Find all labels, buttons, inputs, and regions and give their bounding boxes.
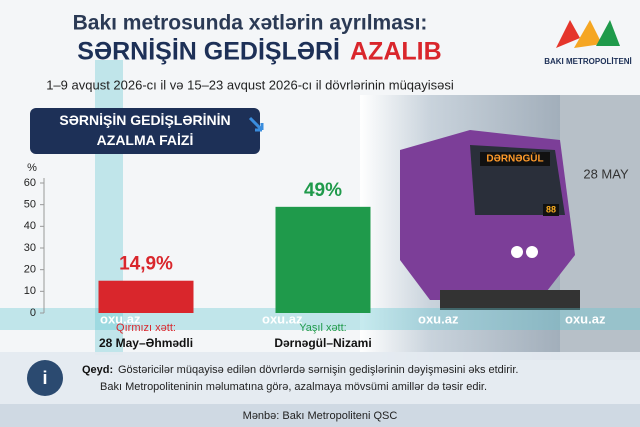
- y-tick-label: 50: [24, 199, 36, 211]
- watermark: oxu.az: [100, 311, 141, 326]
- note-box: [0, 352, 640, 404]
- category-route: Dərnəgül–Nizami: [274, 336, 371, 350]
- note-line: Göstəricilər müqayisə edilən dövrlərdə s…: [118, 364, 518, 376]
- subtitle: 1–9 avqust 2026-cı il və 15–23 avqust 20…: [46, 77, 454, 92]
- y-tick-label: 30: [24, 242, 36, 254]
- info-icon: [27, 360, 63, 396]
- y-tick-label: 40: [24, 220, 36, 232]
- chart-heading-box: [30, 108, 260, 154]
- value-label: 49%: [304, 180, 342, 201]
- y-tick-label: 20: [24, 264, 36, 276]
- bar: [98, 280, 194, 313]
- train-number: 88: [546, 204, 556, 214]
- title-highlight: SƏRNİŞİN GEDİŞLƏRİ: [77, 38, 340, 66]
- chart-heading-wrap: SƏRNİŞİN GEDİŞLƏRİNİN AZALMA FAİZİ: [59, 112, 231, 148]
- chart-heading: SƏRNİŞİN GEDİŞLƏRİNİN AZALMA FAİZİ: [59, 112, 231, 148]
- note-label: Qeyd:: [82, 364, 113, 376]
- y-tick-label: 0: [30, 307, 36, 319]
- station-sign: 28 MAY: [583, 166, 629, 181]
- watermark: oxu.az: [262, 311, 303, 326]
- source: Mənbə: Bakı Metropoliteni QSC: [243, 410, 398, 422]
- category-label: Yaşıl xətt:: [299, 322, 346, 334]
- y-tick-label: 60: [24, 177, 36, 189]
- value-label: 14,9%: [119, 254, 173, 275]
- y-tick-label: 10: [24, 285, 36, 297]
- info-glyph: i: [42, 368, 47, 388]
- y-unit: %: [27, 162, 37, 174]
- bar: [275, 206, 371, 313]
- title: Bakı metrosunda xətlərin ayrılması:: [73, 12, 428, 35]
- watermark: oxu.az: [565, 311, 606, 326]
- logo-text: BAKI METROPOLİTENİ: [544, 57, 632, 66]
- source-bar: [0, 404, 640, 427]
- title-accent: AZALIB: [350, 38, 442, 66]
- metro-photo: DƏRNƏGÜL 88 28 MAY: [360, 95, 640, 360]
- category-label: Qırmızı xətt:: [116, 322, 176, 334]
- category-route: 28 May–Əhmədli: [99, 336, 193, 350]
- watermark-band: [0, 308, 640, 330]
- down-arrow: [248, 116, 264, 132]
- note-line: Bakı Metropoliteninin məlumatına görə, a…: [100, 381, 487, 393]
- watermark: oxu.az: [418, 311, 459, 326]
- logo: BAKI METROPOLİTENİ: [544, 20, 632, 66]
- train-sign: DƏRNƏGÜL: [486, 152, 543, 165]
- plot: 0 10 20 30 40 50 60 14,9% Qırmızı xətt: 28 May–Əh…: [24, 177, 372, 350]
